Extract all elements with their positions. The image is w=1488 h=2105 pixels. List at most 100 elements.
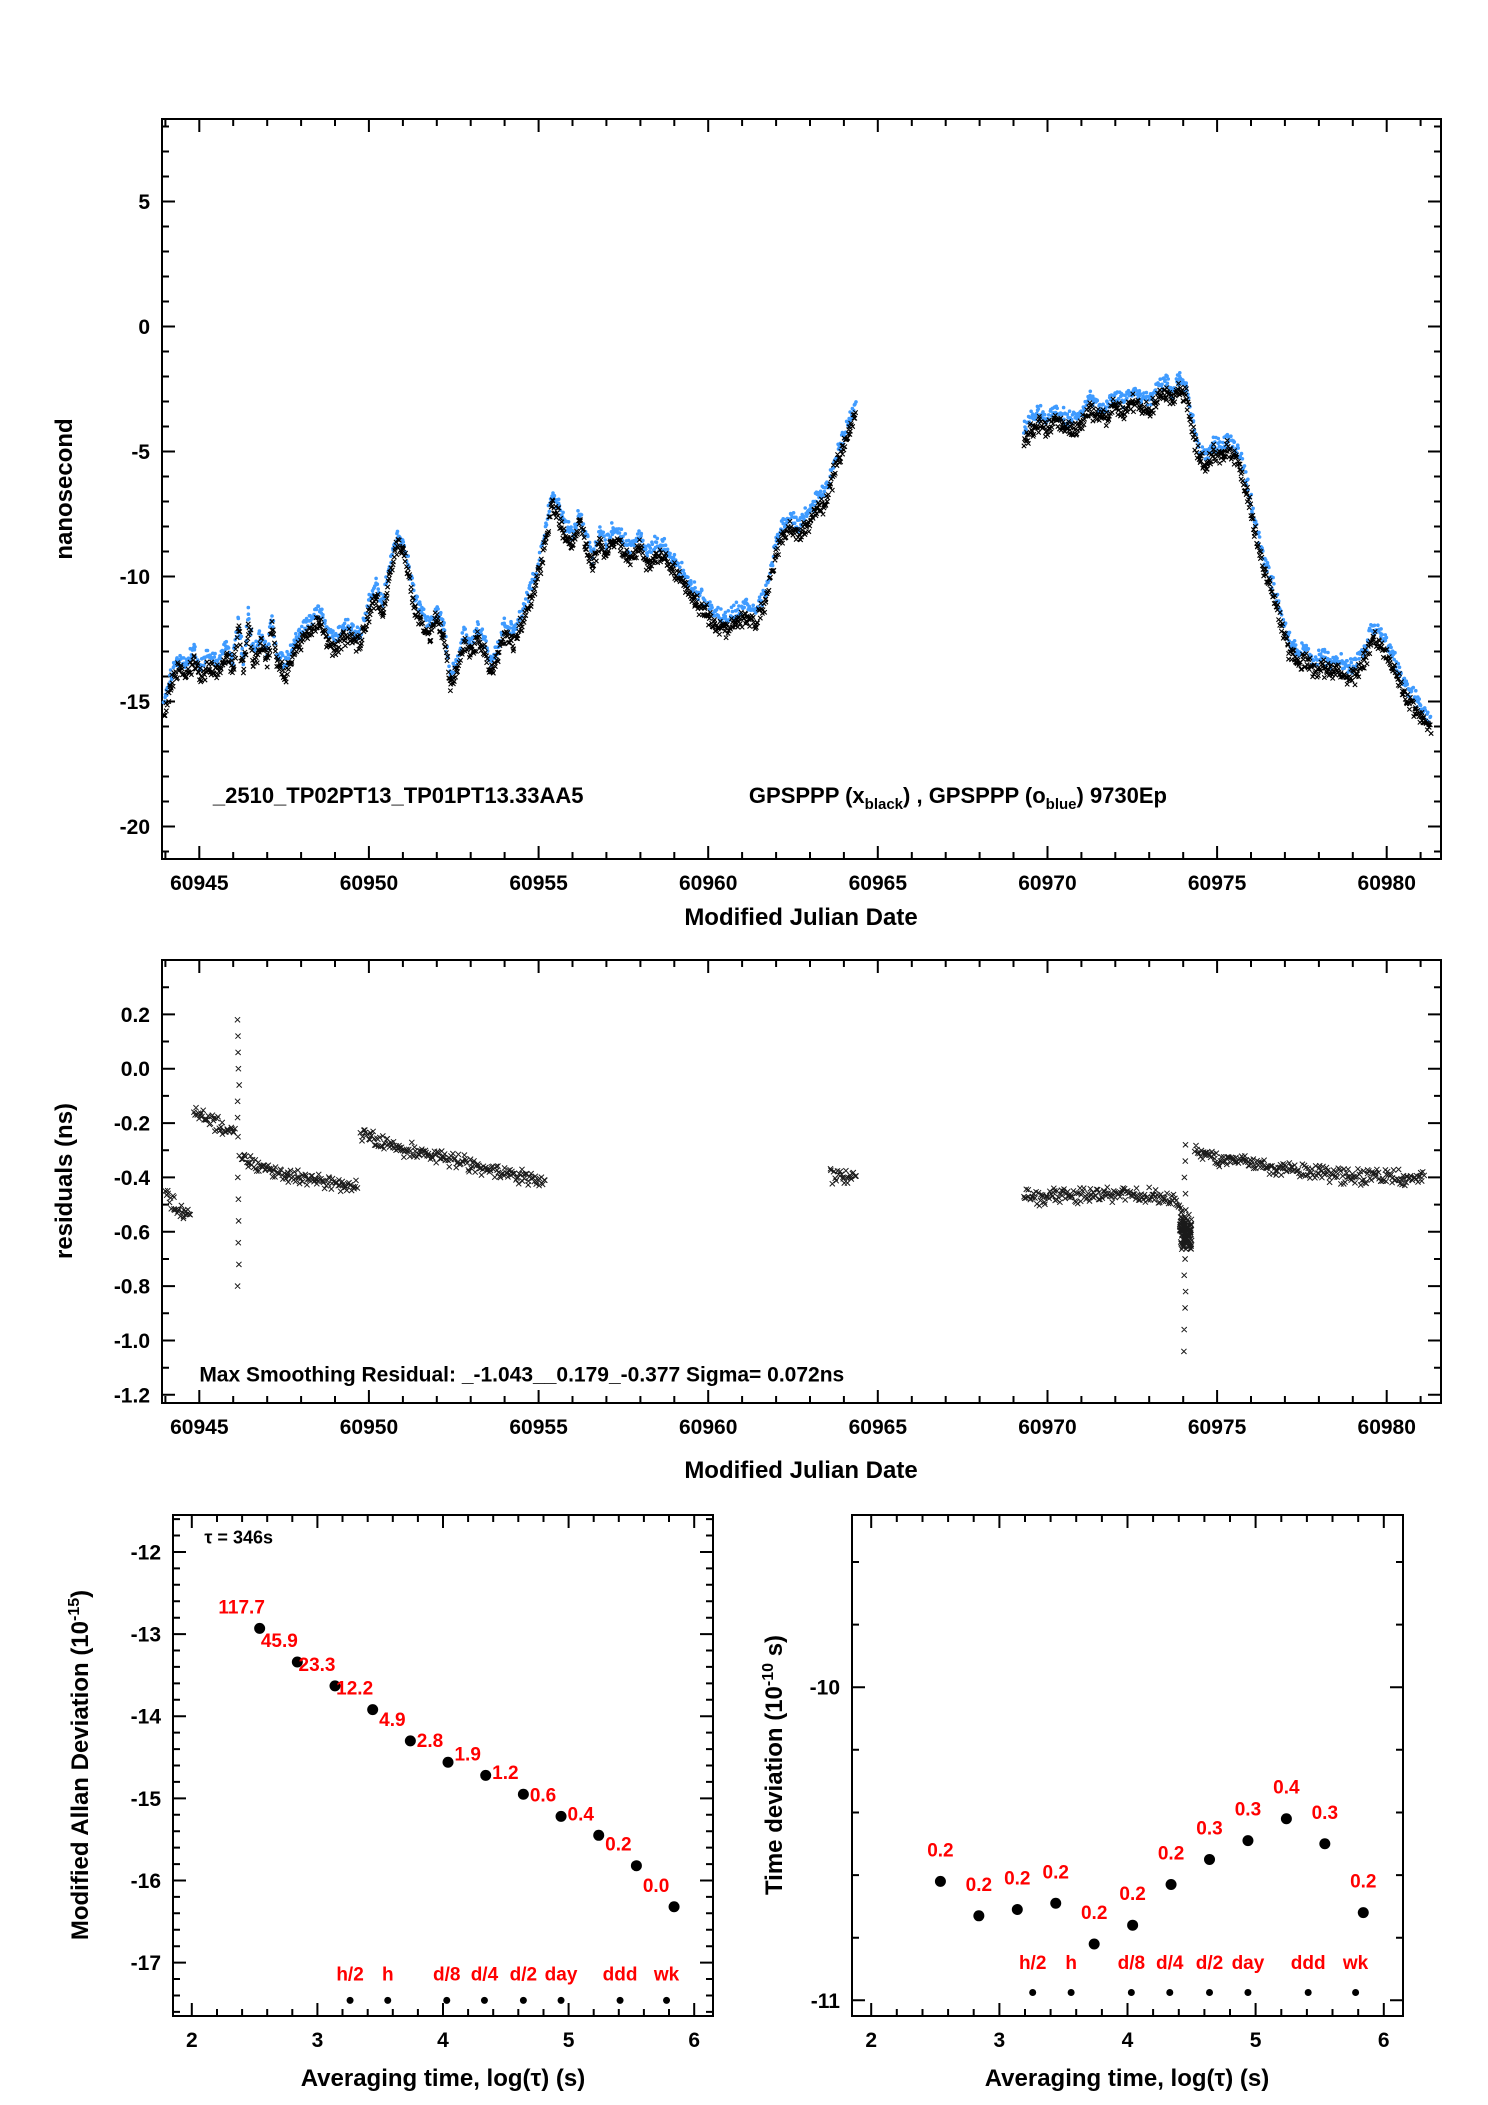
- tdev-data-point: [934, 1875, 946, 1887]
- tdev-time-marker-label: h/2: [1019, 1953, 1046, 1974]
- residuals-xaxis-title: Modified Julian Date: [684, 1457, 917, 1484]
- mdev-time-marker-dot: [384, 1996, 392, 2004]
- tdev-point-value-label: 0.4: [1273, 1778, 1300, 1799]
- phase-ytick-label: -15: [120, 691, 151, 714]
- tdev-data-point: [1242, 1835, 1254, 1847]
- tdev-xtick-label: 6: [1378, 2029, 1390, 2052]
- series-residuals: [162, 1016, 1428, 1355]
- mdev-data-point: [630, 1860, 642, 1872]
- mdev-time-marker-dot: [663, 1996, 671, 2004]
- tdev-time-marker-label: day: [1232, 1953, 1265, 1974]
- mdev-time-marker-dot: [557, 1996, 565, 2004]
- tdev-data-point: [1319, 1838, 1331, 1850]
- tdev-data-point: [1357, 1907, 1369, 1919]
- mdev-data-point: [404, 1735, 416, 1747]
- tdev-xtick-label: 5: [1250, 2029, 1262, 2052]
- mdev-time-marker-label: d/4: [471, 1965, 499, 1986]
- tdev-time-marker-dot: [1127, 1989, 1135, 1997]
- tdev-time-marker-label: d/4: [1156, 1953, 1184, 1974]
- tdev-point-value-label: 0.2: [1004, 1869, 1030, 1890]
- tdev-time-marker-label: d/2: [1196, 1953, 1223, 1974]
- mdev-ytick-label: -15: [131, 1788, 162, 1811]
- tdev-point-value-label: 0.2: [966, 1875, 992, 1896]
- tdev-time-marker-label: d/8: [1118, 1953, 1145, 1974]
- mdev-data-point: [480, 1769, 492, 1781]
- mdev-point-value-label: 117.7: [218, 1597, 265, 1618]
- mdev-point-value-label: 4.9: [379, 1710, 405, 1731]
- mdev-data-point: [593, 1829, 605, 1841]
- mdev-point-value-label: 12.2: [336, 1679, 373, 1700]
- residuals-ytick-label: -1.2: [114, 1384, 150, 1407]
- mdev-time-marker-dot: [480, 1996, 488, 2004]
- tdev-xaxis-title: Averaging time, log(τ) (s): [985, 2065, 1270, 2092]
- phase-ytick-label: 0: [138, 316, 150, 339]
- mdev-data-point: [254, 1622, 266, 1634]
- phase-panel: 60945 60950 60955 60960 60965 60970 60975 60980…: [51, 118, 1442, 931]
- tdev-point-value-label: 0.2: [1043, 1862, 1069, 1883]
- residuals-ytick-label: -0.4: [114, 1167, 151, 1190]
- tdev-ytick-label: -11: [811, 1990, 841, 2013]
- tdev-data-point: [973, 1910, 985, 1922]
- mdev-xtick-label: 6: [688, 2029, 700, 2052]
- mdev-point-value-label: 2.8: [417, 1731, 443, 1752]
- mdev-xtick-label: 5: [563, 2029, 575, 2052]
- mdev-time-marker-label: day: [545, 1965, 578, 1986]
- mdev-data-point: [555, 1810, 567, 1822]
- phase-xtick-label: 60950: [340, 872, 398, 895]
- mdev-data-point: [442, 1756, 454, 1768]
- tdev-time-marker-label: h: [1065, 1953, 1077, 1974]
- residuals-xtick-label: 60980: [1358, 1416, 1416, 1439]
- residuals-ytick-label: 0.0: [121, 1058, 150, 1081]
- mdev-point-value-label: 23.3: [299, 1655, 336, 1676]
- mdev-xtick-label: 4: [437, 2029, 449, 2052]
- tdev-ticks: [852, 1515, 1403, 2016]
- tdev-xtick-label: 2: [865, 2029, 877, 2052]
- residuals-ytick-label: -0.6: [114, 1221, 150, 1244]
- residuals-xtick-label: 60965: [849, 1416, 908, 1439]
- phase-xtick-label: 60980: [1358, 872, 1416, 895]
- tdev-time-marker-label: wk: [1342, 1953, 1369, 1974]
- residuals-ytick-label: -1.0: [114, 1330, 150, 1353]
- mdev-panel: 2 3 4 5 6 -12 -13 -14 -15 -16 -17 Averaging time, l…: [66, 1514, 714, 2092]
- phase-xtick-label: 60955: [509, 872, 568, 895]
- mdev-xtick-label: 3: [312, 2029, 324, 2052]
- mdev-ytick-label: -13: [131, 1624, 161, 1647]
- tdev-point-value-label: 0.2: [1119, 1884, 1145, 1905]
- tdev-time-marker-dot: [1244, 1989, 1252, 1997]
- residuals-xtick-label: 60955: [509, 1416, 568, 1439]
- phase-xtick-label: 60945: [170, 872, 229, 895]
- tdev-point-value-label: 0.3: [1196, 1818, 1222, 1839]
- tdev-point-value-label: 0.2: [1158, 1843, 1184, 1864]
- phase-ytick-label: -20: [120, 816, 150, 839]
- tdev-point-value-label: 0.3: [1235, 1800, 1261, 1821]
- tdev-xtick-label: 3: [994, 2029, 1006, 2052]
- tdev-time-marker-dot: [1166, 1989, 1174, 1997]
- series-gpsppp-black: [161, 380, 1434, 737]
- tdev-data-point: [1011, 1904, 1023, 1916]
- mdev-point-value-label: 45.9: [261, 1631, 298, 1652]
- mdev-point-value-label: 0.2: [605, 1835, 631, 1856]
- mdev-time-marker-label: h/2: [336, 1965, 363, 1986]
- phase-xtick-label: 60975: [1188, 872, 1247, 895]
- mdev-point-value-label: 0.0: [643, 1876, 669, 1897]
- mdev-data-point: [367, 1704, 379, 1716]
- tdev-time-marker-label: ddd: [1291, 1953, 1326, 1974]
- tdev-point-value-label: 0.3: [1312, 1803, 1338, 1824]
- mdev-data-point: [329, 1680, 341, 1692]
- tdev-panel: 2 3 4 5 6 -10 -11 Averaging time, log(τ) (s) Tim…: [760, 1514, 1404, 2092]
- tdev-time-marker-dot: [1206, 1989, 1214, 1997]
- phase-axes-box: [161, 118, 1442, 860]
- mdev-point-value-label: 1.9: [454, 1744, 480, 1765]
- mdev-data-point: [291, 1656, 303, 1668]
- tdev-data-point: [1204, 1853, 1216, 1865]
- mdev-data-point: [668, 1901, 680, 1913]
- tdev-time-marker-dot: [1304, 1989, 1312, 1997]
- mdev-time-marker-label: ddd: [603, 1965, 638, 1986]
- phase-xtick-label: 60965: [849, 872, 908, 895]
- residuals-xtick-label: 60960: [679, 1416, 737, 1439]
- tdev-data-point: [1280, 1813, 1292, 1825]
- tdev-data-point: [1088, 1938, 1100, 1950]
- mdev-time-marker-label: d/2: [510, 1965, 537, 1986]
- mdev-time-marker-dot: [616, 1996, 624, 2004]
